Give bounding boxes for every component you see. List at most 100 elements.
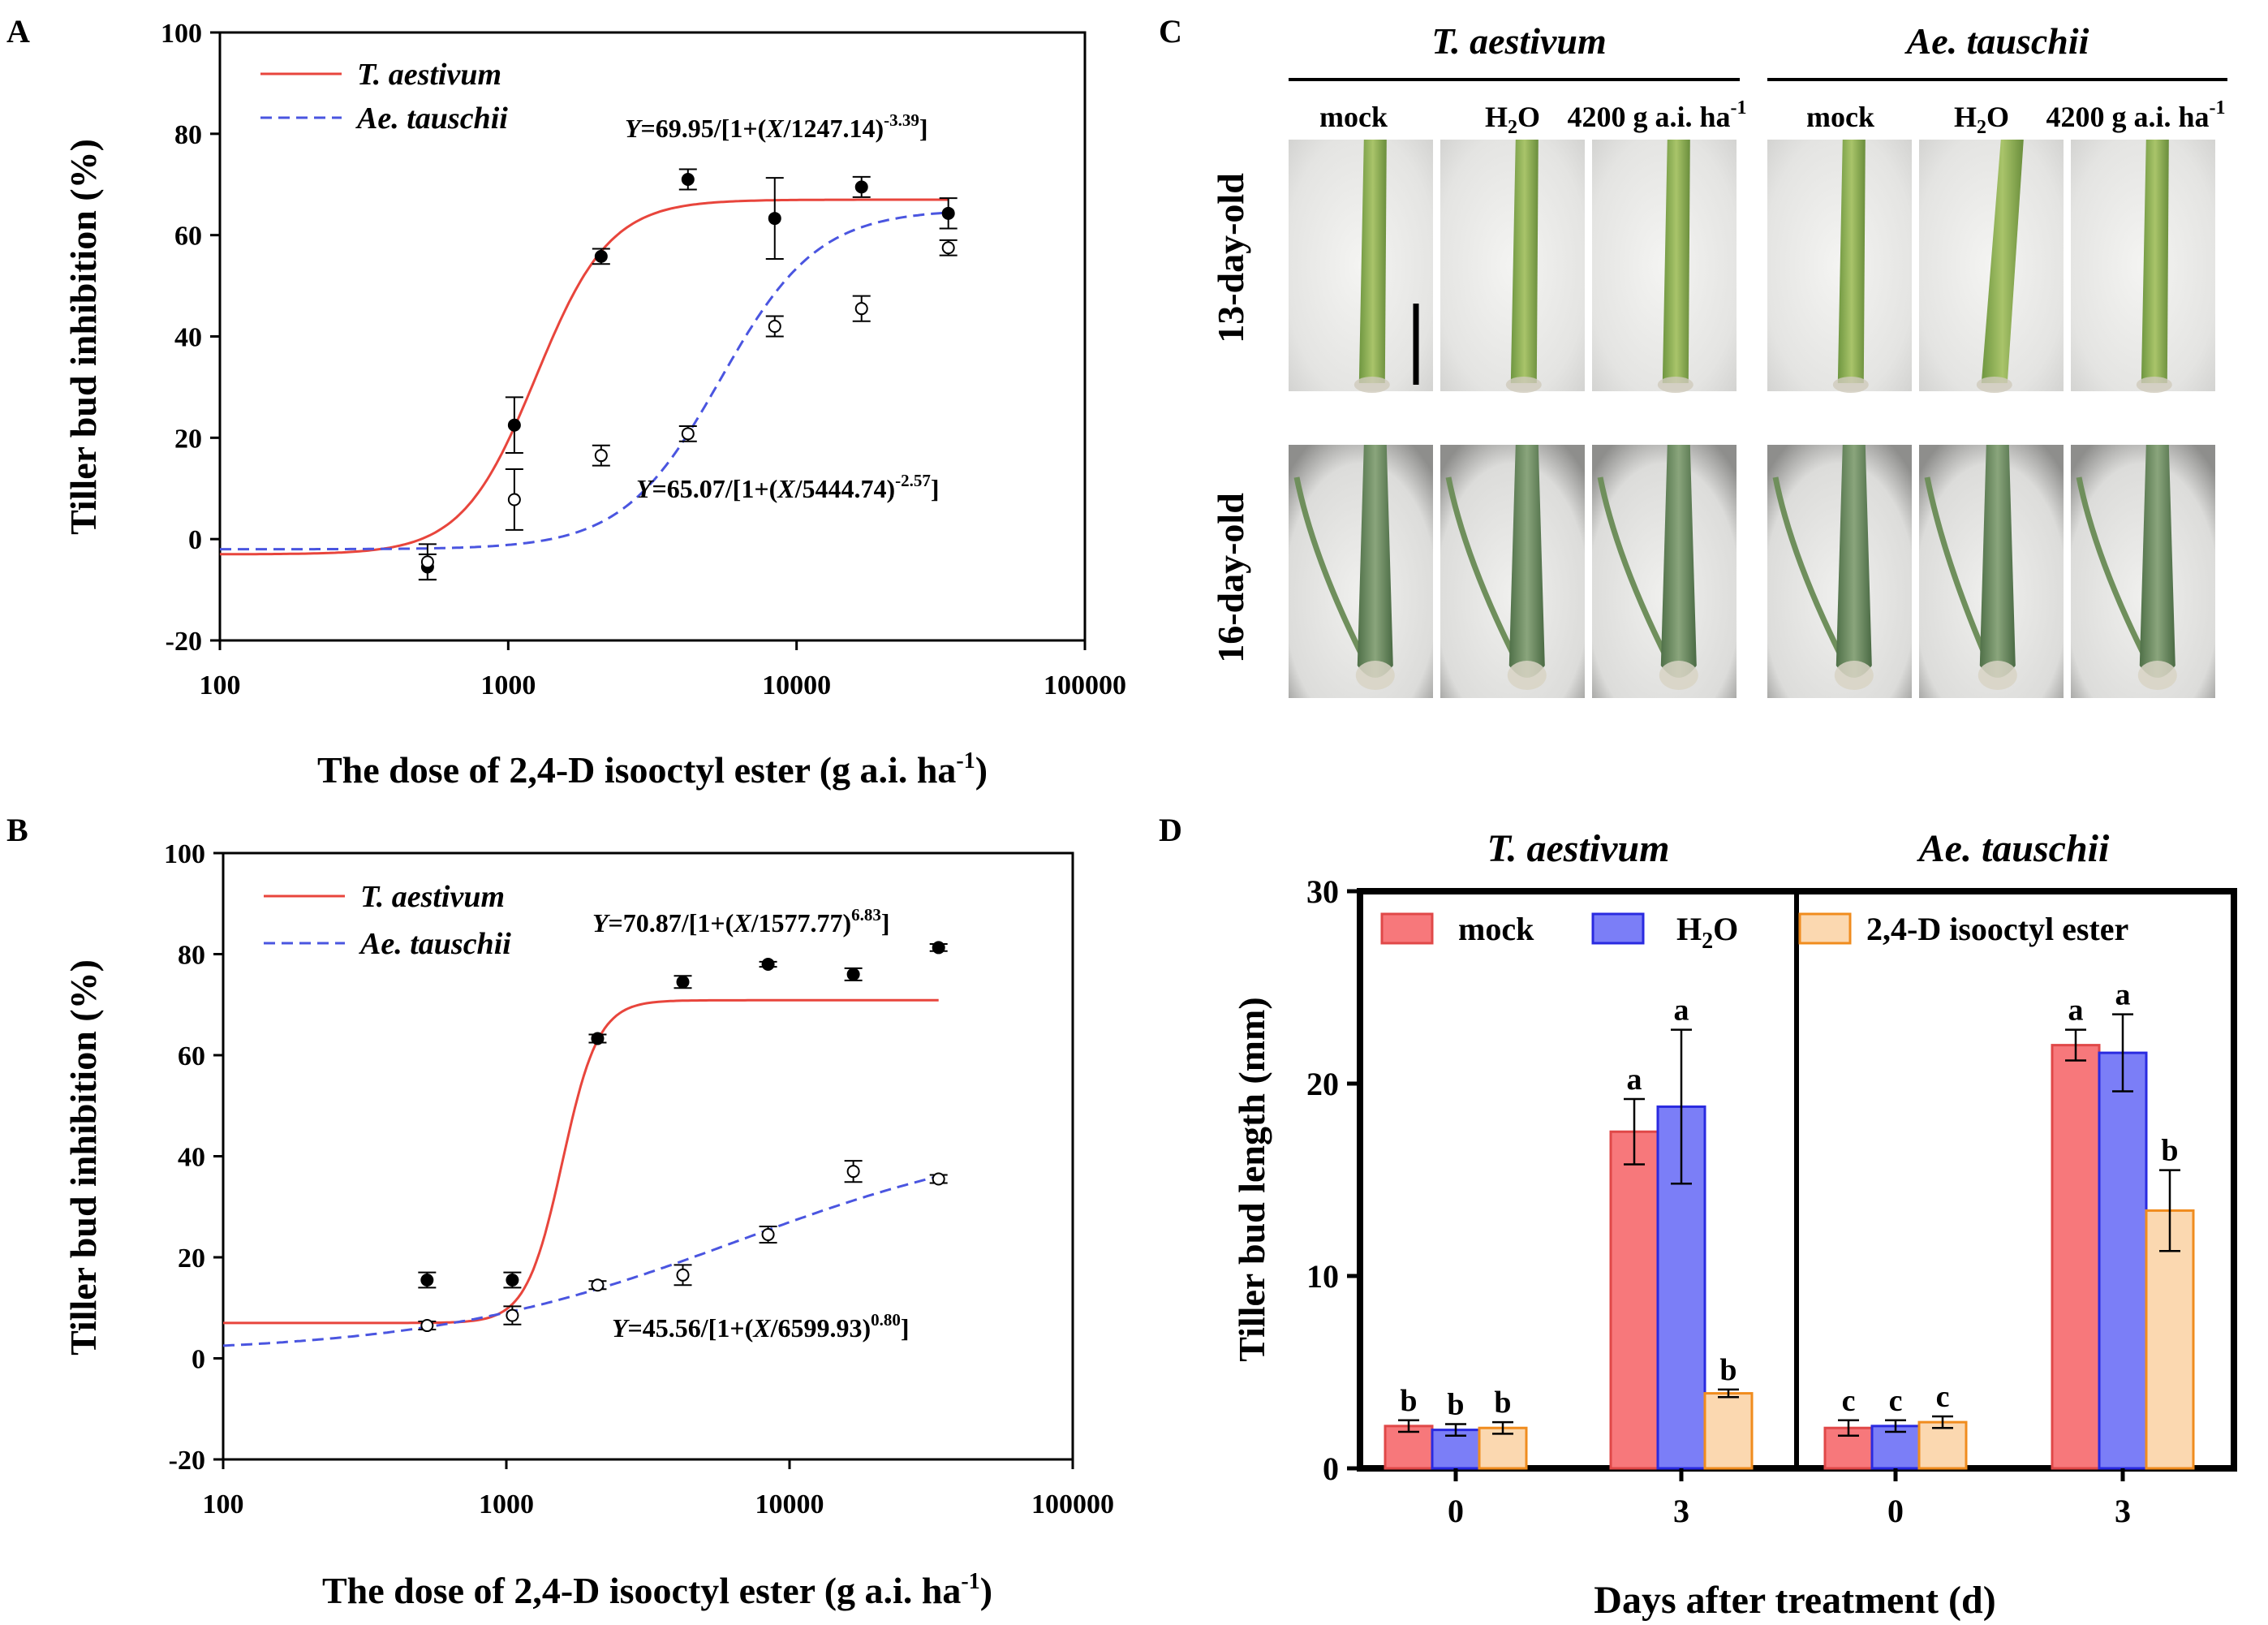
data-point xyxy=(941,241,955,255)
y-tick-label: 60 xyxy=(178,1041,205,1071)
legend-label-ae-tauschii: Ae. tauschii xyxy=(355,101,508,136)
legend-label-24d: 2,4-D isooctyl ester xyxy=(1866,911,2128,947)
data-point xyxy=(768,320,781,334)
x-tick-label: 10000 xyxy=(755,1489,824,1519)
seedling-base xyxy=(1659,661,1698,690)
dose-response-chart-a: -20 0 20 40 60 80 100 100 1000 10000 100000 Tille… xyxy=(62,19,1126,791)
seedling-leaf xyxy=(1597,476,1673,667)
y-tick-label: 100 xyxy=(161,19,202,49)
x-tick-label: 100 xyxy=(200,670,241,700)
data-point xyxy=(507,493,521,506)
y-tick-label: 80 xyxy=(178,941,205,971)
dose-response-chart-b: -20 0 20 40 60 80 100 100 1000 10000 100000 Tille… xyxy=(62,839,1114,1611)
data-point xyxy=(594,249,608,263)
legend-label-t-aestivum: T. aestivum xyxy=(360,880,505,914)
seedling-base xyxy=(1657,377,1693,393)
bar xyxy=(1609,1130,1659,1470)
column-label-mock: mock xyxy=(1319,101,1388,133)
seedling-base xyxy=(1978,661,2017,690)
x-tick-label: 1000 xyxy=(479,1489,534,1519)
x-tick-label: 3 xyxy=(2115,1493,2131,1529)
seedling-leaf xyxy=(1924,476,1993,667)
fit-curve-ae-tauschii xyxy=(220,211,949,551)
data-point xyxy=(761,1227,775,1241)
y-tick-label: 80 xyxy=(174,120,202,150)
seedling-base xyxy=(1976,377,2012,393)
panel-label-d: D xyxy=(1159,812,1182,848)
panel-label-c: C xyxy=(1159,13,1182,50)
seedling-base xyxy=(2136,377,2172,393)
seedling-base xyxy=(1355,661,1395,690)
y-tick-label: 100 xyxy=(164,839,205,869)
bar xyxy=(2051,1044,2101,1470)
data-point xyxy=(506,1308,519,1322)
equation-t-aestivum: Y=69.95/[1+(X/1247.14)-3.39] xyxy=(625,110,928,143)
legend-label-mock: mock xyxy=(1458,911,1534,947)
seedling-leaf xyxy=(2076,476,2152,667)
x-tick-label: 100 xyxy=(203,1489,244,1519)
significance-letter: b xyxy=(1719,1353,1737,1387)
row-label-13-day: 13-day-old xyxy=(1210,173,1251,343)
data-point xyxy=(941,206,955,220)
data-point xyxy=(681,173,695,187)
seedling-base xyxy=(1834,661,1874,690)
data-point xyxy=(932,941,945,955)
column-label-h2o: H2O xyxy=(1954,101,2009,138)
y-tick-label: 20 xyxy=(178,1244,205,1274)
data-point xyxy=(846,968,860,981)
y-tick-label: 20 xyxy=(1306,1066,1339,1102)
seedling-stem xyxy=(2139,445,2175,678)
x-axis-title: The dose of 2,4-D isooctyl ester (g a.i.… xyxy=(322,1569,992,1611)
significance-letter: a xyxy=(1674,994,1689,1028)
y-tick-label: 40 xyxy=(178,1143,205,1173)
bar xyxy=(2145,1209,2195,1470)
seedling-stem xyxy=(1357,445,1393,678)
significance-letter: b xyxy=(1447,1387,1464,1421)
y-tick-label: 60 xyxy=(174,222,202,252)
x-tick-label: 1000 xyxy=(480,670,536,700)
data-point xyxy=(681,427,695,441)
seedling-base xyxy=(1832,377,1869,393)
x-axis-title: The dose of 2,4-D isooctyl ester (g a.i.… xyxy=(317,748,988,791)
legend: mock H2O 2,4-D isooctyl ester xyxy=(1380,911,2128,954)
equation-t-aestivum: Y=70.87/[1+(X/1577.77)6.83] xyxy=(592,905,890,938)
data-point xyxy=(676,975,690,989)
legend-swatch-h2o xyxy=(1591,912,1645,945)
column-label-h2o: H2O xyxy=(1485,101,1540,138)
x-tick-label: 100000 xyxy=(1031,1489,1114,1519)
legend-label-h2o: H2O xyxy=(1676,911,1738,954)
y-tick-label: -20 xyxy=(169,1446,205,1476)
seedling-stem xyxy=(1979,445,2016,678)
y-tick-label: 20 xyxy=(174,424,202,454)
significance-letter: a xyxy=(2068,994,2084,1028)
data-point xyxy=(591,1278,605,1292)
legend-label-ae-tauschii: Ae. tauschii xyxy=(359,927,511,961)
x-tick-label: 0 xyxy=(1887,1493,1904,1529)
data-point xyxy=(846,1165,860,1179)
legend-label-t-aestivum: T. aestivum xyxy=(357,58,501,92)
seedling-leaf xyxy=(1293,476,1370,667)
data-point xyxy=(591,1032,605,1045)
data-point xyxy=(761,957,775,971)
significance-letter: a xyxy=(2115,978,2131,1012)
data-point xyxy=(768,212,781,226)
fit-curve-t-aestivum xyxy=(223,998,939,1325)
column-label-mock: mock xyxy=(1806,101,1874,133)
seedling-base xyxy=(2137,661,2177,690)
legend: T. aestivum Ae. tauschii xyxy=(264,880,511,961)
bar xyxy=(2098,1051,2148,1470)
seedling-stem xyxy=(1508,445,1545,678)
y-tick-label: 30 xyxy=(1306,873,1339,910)
x-tick-label: 10000 xyxy=(762,670,831,700)
legend-swatch-24d xyxy=(1798,912,1852,945)
data-point xyxy=(507,418,521,432)
species-heading-ae-tauschii: Ae. tauschii xyxy=(1904,20,2089,62)
seedling-stem xyxy=(1835,445,1872,678)
seedling-stem xyxy=(1358,140,1387,383)
significance-letter: b xyxy=(1494,1386,1511,1420)
seedling-base xyxy=(1505,377,1542,393)
group-title-ae-tauschii: Ae. tauschii xyxy=(1917,827,2110,870)
seedling-base xyxy=(1507,661,1547,690)
equation-ae-tauschii: Y=45.56/[1+(X/6599.93)0.80] xyxy=(612,1310,910,1343)
